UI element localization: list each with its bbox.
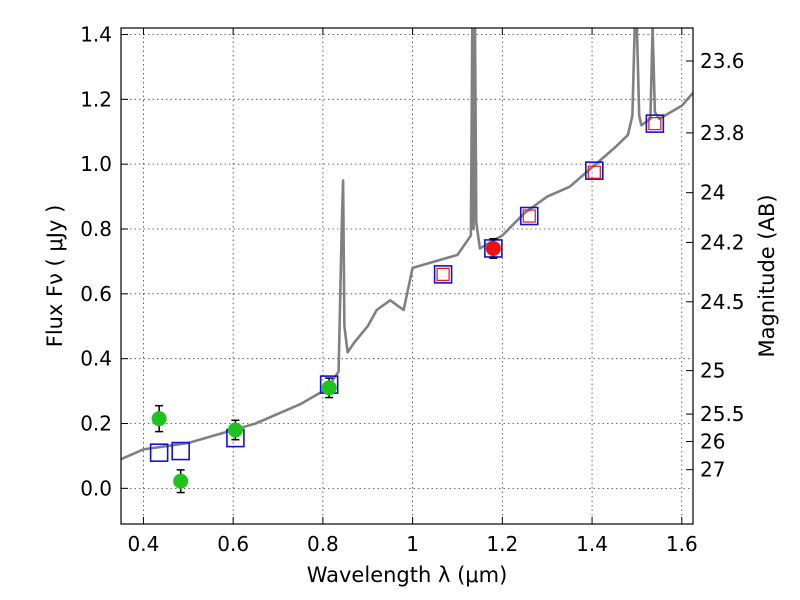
y-axis-label: Flux Fν ( μJy ) — [43, 205, 67, 348]
x-tick-label: 1.4 — [576, 532, 608, 556]
magnitude-tick-label: 23.8 — [700, 121, 745, 145]
model-photometry-square — [171, 441, 190, 461]
model-spectrum-line — [121, 28, 693, 461]
magnitude-tick-label: 25 — [700, 359, 725, 383]
optical-photometry-point — [173, 473, 189, 489]
optical-photometry-point — [321, 380, 337, 396]
data-layer — [121, 28, 693, 494]
x-tick-label: 1.6 — [666, 532, 698, 556]
y-tick-label: 1.0 — [80, 152, 112, 176]
nir-photometry-point — [485, 240, 501, 256]
model-photometry-square — [149, 443, 169, 462]
y-tick-label: 1.4 — [80, 22, 112, 46]
nir-synthetic-square — [587, 165, 601, 179]
x-tick-label: 0.4 — [128, 532, 160, 556]
magnitude-tick-label: 24 — [700, 181, 725, 205]
y-tick-label: 0.6 — [80, 282, 112, 306]
plot-background — [121, 28, 693, 524]
magnitude-tick-label: 24.5 — [700, 290, 745, 314]
y-tick-label: 0.8 — [80, 217, 112, 241]
x-tick-label: 0.6 — [217, 532, 249, 556]
magnitude-tick-label: 24.2 — [700, 230, 745, 254]
grid — [121, 28, 693, 524]
x-axis-label: Wavelength λ (μm) — [307, 563, 508, 587]
x-tick-label: 1 — [406, 532, 419, 556]
model-photometry-square — [519, 206, 539, 226]
y-tick-label: 1.2 — [80, 87, 112, 111]
model-photometry-square — [433, 265, 453, 284]
optical-photometry-point — [227, 422, 243, 438]
model-photometry-square — [645, 114, 665, 133]
y-tick-label: 0.0 — [80, 476, 112, 500]
magnitude-tick-label: 26 — [700, 429, 725, 453]
optical-photometry-point — [151, 411, 167, 427]
nir-synthetic-square — [522, 209, 536, 223]
magnitude-tick-label: 25.5 — [700, 402, 745, 426]
nir-synthetic-square — [436, 267, 450, 281]
ticks: 0.4 0.6 0.8 1 1.2 1.4 1.6 0.0 0.2 0.4 0.6 0.8 1.0 1.2… — [80, 22, 744, 556]
magnitude-tick-label: 23.6 — [700, 49, 745, 73]
magnitude-tick-label: 27 — [700, 458, 725, 482]
plot-frame — [120, 27, 694, 525]
x-tick-label: 0.8 — [307, 532, 339, 556]
x-tick-label: 1.2 — [486, 532, 518, 556]
y-tick-label: 0.2 — [80, 412, 112, 436]
y2-axis-label: Magnitude (AB) — [755, 194, 779, 357]
model-photometry-square — [585, 161, 604, 180]
nir-synthetic-square — [648, 117, 662, 131]
y-tick-label: 0.4 — [80, 347, 112, 371]
